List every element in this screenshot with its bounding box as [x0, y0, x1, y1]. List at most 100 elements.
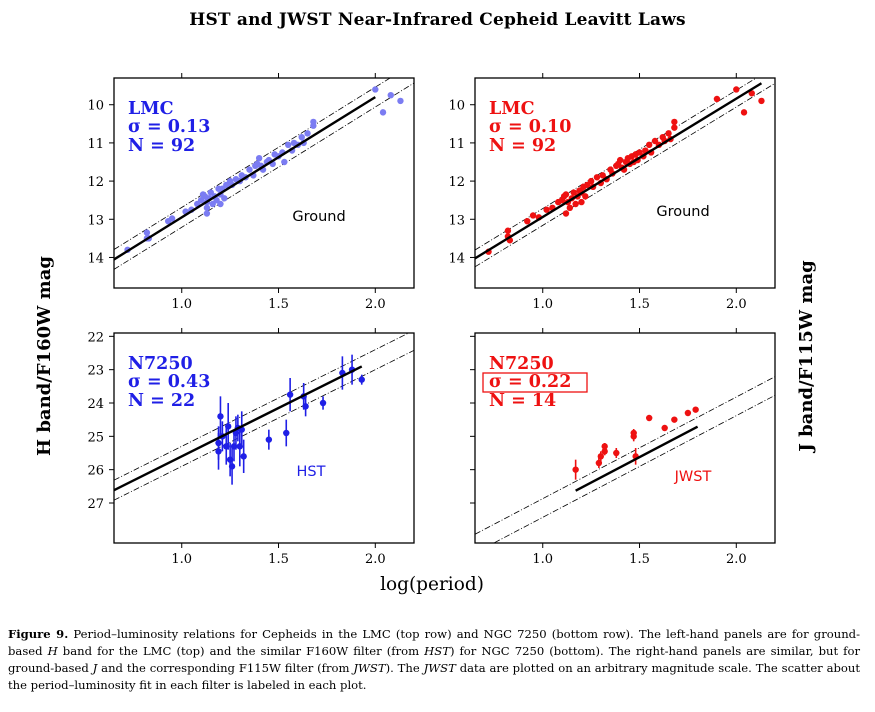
x-tick-label: 1.5	[629, 552, 650, 567]
data-point	[587, 177, 595, 185]
x-tick-label: 1.5	[629, 297, 650, 312]
y-tick-label: 14	[448, 251, 465, 266]
x-tick-label: 2.0	[365, 552, 386, 567]
data-point	[692, 406, 699, 413]
data-point	[665, 130, 672, 137]
fit-band-upper	[114, 333, 410, 481]
data-point	[524, 217, 531, 225]
data-point	[733, 86, 740, 93]
caption-text-4: and the corresponding F115W filter (from	[97, 661, 354, 675]
x-tick-label: 1.0	[532, 552, 553, 567]
y-tick-label: 14	[87, 251, 104, 266]
data-point	[372, 86, 379, 93]
data-point	[397, 97, 404, 105]
sigma-label: σ = 0.22	[489, 372, 571, 392]
fit-band-lower	[114, 349, 414, 501]
sigma-label: σ = 0.13	[128, 117, 210, 137]
x-tick-label: 1.5	[268, 297, 289, 312]
y-tick-label: 11	[87, 137, 104, 152]
data-point	[630, 429, 637, 437]
fit-band-upper	[475, 376, 775, 535]
data-point	[217, 413, 224, 420]
y-tick-label: 12	[448, 175, 465, 190]
caption-h: H	[47, 644, 58, 658]
data-point	[504, 227, 512, 234]
data-point	[601, 448, 608, 455]
figure-title: HST and JWST Near-Infrared Cepheid Leavi…	[189, 10, 686, 30]
data-point	[748, 90, 755, 97]
data-point	[572, 466, 579, 473]
data-point	[246, 166, 253, 173]
y-tick-label: 12	[87, 175, 104, 190]
data-point	[543, 206, 550, 213]
data-point	[671, 124, 678, 131]
y-tick-label: 10	[448, 99, 465, 114]
sigma-highlight-box	[482, 372, 588, 393]
data-point	[684, 409, 692, 417]
data-point	[529, 212, 537, 219]
panel-frame	[474, 332, 776, 544]
data-point	[613, 449, 620, 457]
caption-jwst-2: JWST	[423, 661, 456, 675]
data-point	[645, 141, 653, 149]
y-tick-label: 26	[87, 464, 104, 479]
data-point	[283, 429, 290, 437]
plot-area	[475, 376, 775, 543]
plot-area	[475, 78, 775, 268]
caption-j: J	[92, 661, 98, 675]
y-tick-label: 13	[448, 213, 465, 228]
x-tick-label: 2.0	[726, 297, 747, 312]
data-point	[671, 118, 678, 126]
data-point	[203, 210, 211, 217]
data-point	[215, 439, 222, 447]
y-tick-label: 22	[87, 330, 104, 345]
data-point	[224, 423, 232, 430]
caption-jwst-1: JWST	[353, 661, 386, 675]
fit-band-lower	[114, 82, 414, 270]
data-point	[255, 154, 263, 162]
y-tick-label: 23	[87, 364, 104, 379]
data-point	[265, 436, 273, 443]
caption-text-1: Period–luminosity relations for Cepheids…	[8, 627, 860, 658]
data-point	[758, 97, 765, 105]
caption-text-2: band for the LMC (top) and the similar F…	[57, 644, 425, 658]
y-tick-label: 10	[87, 99, 104, 114]
data-point	[566, 204, 574, 212]
y-axis-label-right: J band/F115W mag	[796, 260, 817, 454]
data-point	[661, 424, 668, 432]
data-point	[713, 95, 721, 103]
data-point	[281, 158, 288, 166]
data-point	[595, 459, 603, 467]
n-label: N = 22	[128, 391, 195, 411]
caption-text-5: ). The	[385, 661, 424, 675]
sigma-label: σ = 0.43	[128, 372, 210, 392]
data-point	[671, 416, 678, 423]
data-point	[645, 414, 653, 422]
panel-frame	[113, 77, 415, 289]
data-point	[286, 391, 294, 398]
data-point	[217, 200, 224, 208]
data-point	[578, 198, 585, 206]
data-point	[221, 195, 228, 202]
fit-line	[114, 365, 363, 492]
galaxy-label: LMC	[489, 99, 535, 119]
data-point	[319, 399, 327, 407]
data-point	[358, 376, 365, 383]
data-point	[203, 204, 211, 212]
data-point	[228, 463, 236, 470]
data-point	[302, 403, 309, 410]
caption-text-6: data are plotted on an arbitrary magnitu…	[8, 661, 861, 692]
data-point	[379, 109, 387, 116]
sigma-label: σ = 0.10	[489, 117, 571, 137]
data-point	[240, 453, 247, 460]
data-point	[304, 130, 311, 137]
plot-area	[114, 333, 414, 501]
panel-frame	[113, 332, 415, 544]
fit-band-upper	[114, 78, 391, 250]
galaxy-label: N7250	[128, 354, 193, 374]
galaxy-label: N7250	[489, 354, 554, 374]
